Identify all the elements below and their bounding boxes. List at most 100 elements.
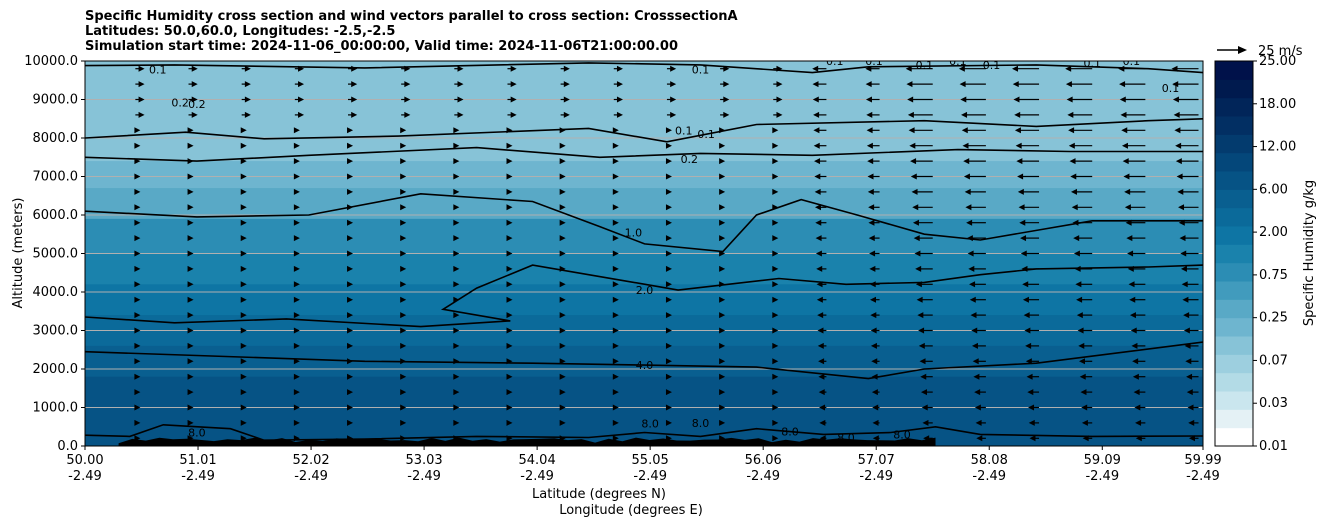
wind-vector <box>347 65 358 72</box>
wind-vector <box>559 250 566 257</box>
colorbar-frame <box>1214 60 1254 447</box>
wind-vector <box>453 127 460 134</box>
wind-vector <box>1135 435 1146 442</box>
wind-vector <box>815 235 827 242</box>
wind-vector <box>134 435 141 442</box>
wind-vector <box>910 173 933 180</box>
contour-line <box>85 192 1203 253</box>
wind-vector <box>1016 158 1040 165</box>
wind-vector <box>400 142 407 149</box>
wind-vector <box>506 435 513 442</box>
wind-vector <box>961 127 986 134</box>
wind-vector <box>816 281 827 288</box>
wind-vector <box>453 327 460 334</box>
wind-vector <box>400 435 407 442</box>
wind-vector <box>506 235 513 242</box>
wind-vector <box>1125 219 1146 226</box>
wind-vector <box>1027 389 1040 396</box>
wind-vector <box>612 296 619 303</box>
wind-vector <box>240 219 247 226</box>
wind-vector <box>1132 358 1146 365</box>
wind-vector <box>969 296 986 303</box>
wind-vector <box>665 419 672 426</box>
wind-vector <box>1067 111 1093 118</box>
wind-vector <box>400 127 407 134</box>
wind-vector <box>240 250 247 257</box>
wind-vector <box>819 419 827 426</box>
wind-vector <box>293 142 300 149</box>
wind-vector <box>401 96 411 103</box>
wind-vector <box>976 435 986 442</box>
contour-label: 0.1 <box>1123 55 1141 68</box>
x-tick-label-lon: -2.49 <box>294 469 328 484</box>
wind-vector <box>1012 81 1040 88</box>
wind-vector <box>772 250 779 257</box>
wind-vector <box>870 342 880 349</box>
wind-vector <box>973 373 986 380</box>
wind-vector <box>914 250 933 257</box>
title-line-2: Latitudes: 50.0,60.0, Longitudes: -2.5,-… <box>85 24 396 39</box>
wind-vector <box>1178 204 1199 211</box>
wind-vector <box>188 65 198 72</box>
wind-vector <box>612 281 619 288</box>
contour-label: 0.1 <box>949 55 967 68</box>
wind-vector <box>813 111 827 118</box>
wind-vector <box>814 204 827 211</box>
wind-vector <box>453 435 460 442</box>
x-tick-label-lon: -2.49 <box>407 469 441 484</box>
wind-vector <box>1065 81 1093 88</box>
wind-vector <box>665 204 672 211</box>
wind-vector <box>719 173 726 180</box>
wind-vector <box>347 81 358 88</box>
wind-vector <box>506 389 513 396</box>
wind-vector <box>293 127 300 134</box>
wind-vector <box>134 281 141 288</box>
x-tick-label-lat: 52.02 <box>292 453 329 468</box>
wind-vector <box>772 142 779 149</box>
x-tick-label-lat: 54.04 <box>519 453 556 468</box>
wind-vector <box>1183 327 1199 334</box>
wind-vector <box>507 65 517 72</box>
wind-vector <box>612 419 619 426</box>
wind-vector <box>773 96 783 103</box>
wind-vector <box>240 389 247 396</box>
wind-vector <box>922 419 933 426</box>
wind-vector <box>187 296 194 303</box>
wind-vector <box>1023 312 1040 319</box>
wind-vector <box>559 235 566 242</box>
wind-vector <box>506 158 513 165</box>
wind-vector <box>1080 389 1093 396</box>
wind-vector <box>293 235 300 242</box>
wind-vector <box>347 173 354 180</box>
wind-vector <box>240 435 247 442</box>
y-axis-label: Altitude (meters) <box>11 198 26 309</box>
wind-vector <box>135 81 145 88</box>
wind-vector <box>960 96 986 103</box>
wind-vector <box>665 188 672 195</box>
colorbar-bin <box>1215 409 1253 429</box>
wind-vector <box>1014 127 1040 134</box>
x-tick-label-lat: 51.01 <box>179 453 216 468</box>
wind-vector <box>347 142 354 149</box>
colorbar-bin <box>1215 372 1253 392</box>
colorbar-bin <box>1215 391 1253 410</box>
wind-vector <box>187 158 194 165</box>
wind-vector <box>865 81 880 88</box>
wind-vector <box>909 142 933 149</box>
wind-vector <box>1025 358 1040 365</box>
wind-vector <box>974 389 986 396</box>
wind-vector <box>188 111 198 118</box>
wind-vector <box>241 96 251 103</box>
wind-vector <box>665 358 672 365</box>
wind-vector <box>612 404 619 411</box>
wind-vector <box>719 219 726 226</box>
quiver-key-label: 25 m/s <box>1258 44 1303 59</box>
wind-vector <box>970 312 986 319</box>
wind-vector <box>187 265 194 272</box>
wind-vector <box>1022 281 1040 288</box>
wind-vector <box>772 327 779 334</box>
wind-vector <box>665 219 672 226</box>
wind-vector <box>966 235 986 242</box>
wind-vector <box>134 142 141 149</box>
wind-vector <box>294 81 305 88</box>
